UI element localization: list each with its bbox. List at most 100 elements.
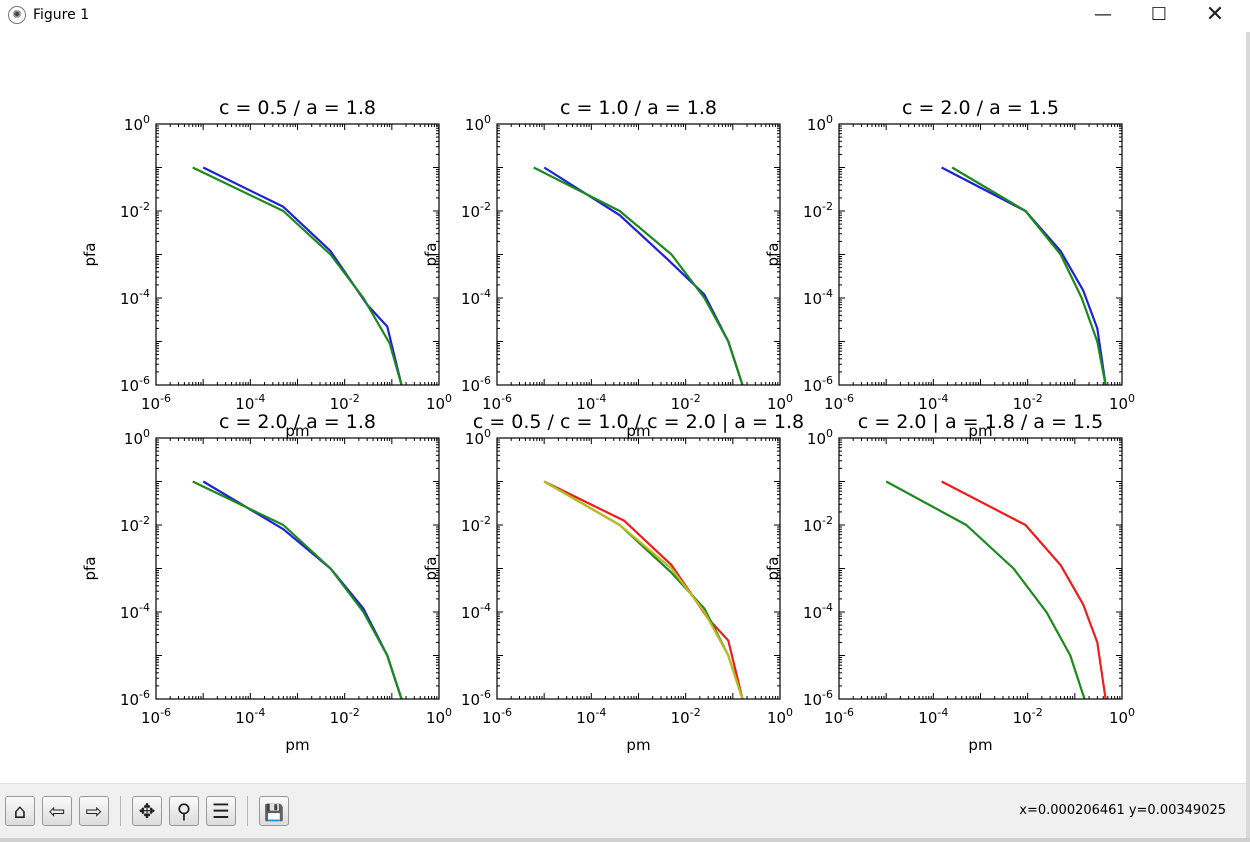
axes-frame xyxy=(496,123,781,386)
back-button[interactable]: ⇦ xyxy=(42,796,72,826)
x-axis-label: pm xyxy=(968,736,992,754)
y-axis-label: pfa xyxy=(422,557,440,581)
x-tick-label: 10-6 xyxy=(482,706,512,727)
x-axis-label: pm xyxy=(626,422,650,440)
y-tick-label: 100 xyxy=(124,427,150,448)
series-line-1 xyxy=(202,166,403,386)
series-line-1 xyxy=(941,480,1107,700)
taskbar-strip xyxy=(0,838,1250,842)
window-titlebar: ✺ Figure 1 — ☐ ✕ xyxy=(0,0,1250,32)
y-tick-label: 10-6 xyxy=(120,688,150,709)
configure-subplots-button[interactable]: ☰ xyxy=(206,796,236,826)
x-tick-label: 10-2 xyxy=(671,392,701,413)
x-tick-label: 10-6 xyxy=(824,392,854,413)
y-tick-label: 10-4 xyxy=(461,601,491,622)
pan-icon: ✥ xyxy=(138,799,156,823)
zoom-button[interactable]: ⚲ xyxy=(169,796,199,826)
y-tick-label: 10-6 xyxy=(461,688,491,709)
window-title: Figure 1 xyxy=(33,7,90,23)
x-tick-label: 100 xyxy=(767,706,793,727)
y-tick-label: 10-6 xyxy=(120,374,150,395)
x-tick-label: 10-4 xyxy=(235,706,265,727)
y-tick-label: 10-4 xyxy=(120,601,150,622)
configure-subplots-icon: ☰ xyxy=(212,799,230,823)
x-tick-label: 100 xyxy=(426,392,452,413)
series-line-2 xyxy=(951,166,1107,386)
x-axis-label: pm xyxy=(626,736,650,754)
figure-canvas[interactable]: 10-6 10-4 10-2 100 100 10-2 10-4 10-6 c = 0.5 / … xyxy=(0,33,1246,783)
x-tick-label: 10-2 xyxy=(330,706,360,727)
save-button[interactable]: 💾 xyxy=(259,796,289,826)
y-axis-label: pfa xyxy=(81,243,99,267)
x-tick-label: 100 xyxy=(1109,392,1135,413)
x-tick-label: 100 xyxy=(1109,706,1135,727)
back-arrow-icon: ⇦ xyxy=(48,799,66,823)
y-tick-label: 10-4 xyxy=(803,287,833,308)
forward-arrow-icon: ⇨ xyxy=(85,799,103,823)
series-line-2 xyxy=(885,480,1086,700)
axes-frame xyxy=(838,437,1123,700)
y-tick-label: 10-2 xyxy=(461,200,491,221)
series-line-1 xyxy=(543,480,744,700)
matplotlib-logo-icon: ✺ xyxy=(8,6,26,24)
x-tick-label: 10-4 xyxy=(918,706,948,727)
x-axis-label: pm xyxy=(285,422,309,440)
x-axis-label: pm xyxy=(968,422,992,440)
x-tick-label: 10-6 xyxy=(824,706,854,727)
toolbar-separator xyxy=(247,796,248,826)
y-tick-label: 100 xyxy=(807,427,833,448)
subplot-3: 10-6 10-4 10-2 100 100 10-2 10-4 10-6 c = 2.0 / … xyxy=(764,97,1135,440)
axes-frame xyxy=(838,123,1123,386)
x-tick-label: 10-4 xyxy=(918,392,948,413)
series-line-3 xyxy=(543,480,744,700)
subplot-1: 10-6 10-4 10-2 100 100 10-2 10-4 10-6 c = 0.5 / … xyxy=(81,97,452,440)
minimize-button[interactable]: — xyxy=(1094,4,1112,25)
series-line-1 xyxy=(543,166,744,386)
x-tick-label: 10-6 xyxy=(141,706,171,727)
series-line-1 xyxy=(941,166,1107,386)
series-line-2 xyxy=(543,480,744,700)
y-tick-label: 100 xyxy=(807,113,833,134)
maximize-button[interactable]: ☐ xyxy=(1150,4,1168,25)
subplot-title: c = 1.0 / a = 1.8 xyxy=(560,97,717,119)
y-tick-label: 10-2 xyxy=(803,200,833,221)
subplot-title: c = 2.0 / a = 1.8 xyxy=(219,411,376,433)
x-tick-label: 10-4 xyxy=(576,706,606,727)
x-tick-label: 10-2 xyxy=(671,706,701,727)
x-axis-label: pm xyxy=(285,736,309,754)
forward-button[interactable]: ⇨ xyxy=(79,796,109,826)
x-tick-label: 10-4 xyxy=(235,392,265,413)
home-icon: ⌂ xyxy=(13,799,27,823)
subplot-5: 10-6 10-4 10-2 100 100 10-2 10-4 10-6 c = 0.5 / … xyxy=(422,411,804,754)
y-tick-label: 100 xyxy=(465,113,491,134)
y-tick-label: 100 xyxy=(465,427,491,448)
y-tick-label: 10-4 xyxy=(461,287,491,308)
pan-button[interactable]: ✥ xyxy=(132,796,162,826)
x-tick-label: 10-6 xyxy=(141,392,171,413)
home-button[interactable]: ⌂ xyxy=(5,796,35,826)
subplot-title: c = 0.5 / c = 1.0 / c = 2.0 | a = 1.8 xyxy=(473,411,804,433)
subplot-2: 10-6 10-4 10-2 100 100 10-2 10-4 10-6 c = 1.0 / … xyxy=(422,97,793,440)
subplot-title: c = 2.0 / a = 1.5 xyxy=(902,97,1059,119)
y-axis-label: pfa xyxy=(422,243,440,267)
y-tick-label: 10-2 xyxy=(120,200,150,221)
y-tick-label: 10-4 xyxy=(803,601,833,622)
subplot-4: 10-6 10-4 10-2 100 100 10-2 10-4 10-6 c = 2.0 / … xyxy=(81,411,452,754)
save-icon: 💾 xyxy=(264,803,284,822)
series-line-2 xyxy=(533,166,744,386)
series-line-2 xyxy=(192,480,403,700)
subplot-title: c = 2.0 | a = 1.8 / a = 1.5 xyxy=(858,411,1103,433)
navigation-toolbar: ⌂ ⇦ ⇨ ✥ ⚲ ☰ 💾 x=0.000206461 y=0.00349025 xyxy=(0,783,1246,839)
y-tick-label: 10-2 xyxy=(461,514,491,535)
zoom-icon: ⚲ xyxy=(176,799,192,823)
x-tick-label: 100 xyxy=(426,706,452,727)
y-tick-label: 10-6 xyxy=(461,374,491,395)
y-tick-label: 10-4 xyxy=(120,287,150,308)
x-tick-label: 10-4 xyxy=(576,392,606,413)
axes-frame xyxy=(496,437,781,700)
close-button[interactable]: ✕ xyxy=(1205,2,1225,27)
x-tick-label: 10-2 xyxy=(1013,392,1043,413)
y-tick-label: 10-2 xyxy=(803,514,833,535)
x-tick-label: 100 xyxy=(767,392,793,413)
x-tick-label: 10-2 xyxy=(330,392,360,413)
